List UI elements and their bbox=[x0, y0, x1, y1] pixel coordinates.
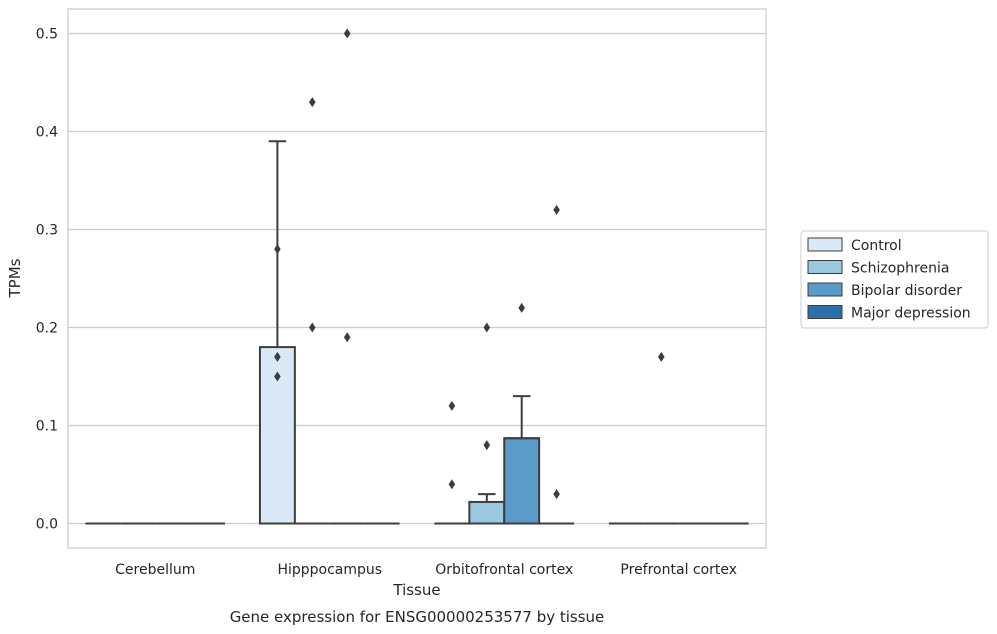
outlier-point bbox=[658, 351, 665, 362]
legend-label: Schizophrenia bbox=[851, 261, 949, 277]
outliers bbox=[274, 28, 665, 500]
y-tick-label: 0.5 bbox=[36, 27, 58, 43]
outlier-point bbox=[448, 479, 456, 490]
legend-item: Bipolar disorder bbox=[807, 282, 962, 299]
outlier-point bbox=[309, 322, 316, 333]
legend-label: Bipolar disorder bbox=[851, 283, 962, 299]
outlier-point bbox=[483, 440, 491, 451]
outlier-point bbox=[343, 332, 351, 343]
x-tick-label: Hipppocampus bbox=[277, 562, 382, 578]
box bbox=[503, 395, 541, 525]
legend: Control Schizophrenia Bipolar disorder Majo… bbox=[800, 230, 989, 329]
box-body bbox=[503, 437, 541, 525]
legend-item: Major depression bbox=[807, 305, 971, 322]
x-axis-ticks: Cerebellum Hipppocampus Orbitofrontal cort… bbox=[115, 562, 737, 578]
outlier-point bbox=[553, 489, 560, 500]
legend-item: Schizophrenia bbox=[807, 260, 949, 277]
outlier-point bbox=[274, 244, 281, 255]
plot-frame bbox=[67, 8, 767, 549]
box bbox=[258, 140, 296, 525]
outlier-point bbox=[274, 351, 281, 362]
y-tick-label: 0.0 bbox=[36, 517, 58, 533]
outlier-point bbox=[343, 28, 351, 39]
x-tick-label: Cerebellum bbox=[115, 562, 195, 578]
chart-caption: Gene expression for ENSG00000253577 by t… bbox=[230, 608, 605, 626]
outlier-point bbox=[274, 371, 281, 382]
outlier-point bbox=[483, 322, 491, 333]
gridlines bbox=[68, 32, 766, 525]
legend-swatch bbox=[807, 305, 843, 319]
x-tick-label: Orbitofrontal cortex bbox=[435, 562, 573, 578]
y-tick-label: 0.1 bbox=[36, 419, 58, 435]
legend-frame bbox=[800, 230, 989, 329]
y-tick-label: 0.2 bbox=[36, 321, 58, 337]
y-tick-label: 0.3 bbox=[36, 223, 58, 239]
x-tick-label: Prefrontal cortex bbox=[620, 562, 737, 578]
legend-label: Control bbox=[851, 238, 902, 254]
box-body bbox=[468, 500, 506, 525]
legend-swatch bbox=[807, 260, 843, 274]
outlier-point bbox=[309, 97, 316, 108]
legend-swatch bbox=[807, 282, 843, 297]
legend-swatch bbox=[807, 237, 843, 252]
outlier-point bbox=[518, 302, 525, 313]
y-axis-label: TPMs bbox=[6, 258, 24, 298]
legend-item: Control bbox=[807, 237, 902, 254]
boxes bbox=[85, 140, 749, 525]
box bbox=[468, 493, 506, 525]
y-tick-label: 0.4 bbox=[36, 125, 58, 141]
outlier-point bbox=[448, 400, 456, 411]
y-axis-ticks: 0.0 0.1 0.2 0.3 0.4 0.5 bbox=[36, 27, 58, 533]
outlier-point bbox=[553, 204, 560, 215]
legend-label: Major depression bbox=[851, 306, 971, 322]
x-axis-label: Tissue bbox=[392, 581, 440, 599]
